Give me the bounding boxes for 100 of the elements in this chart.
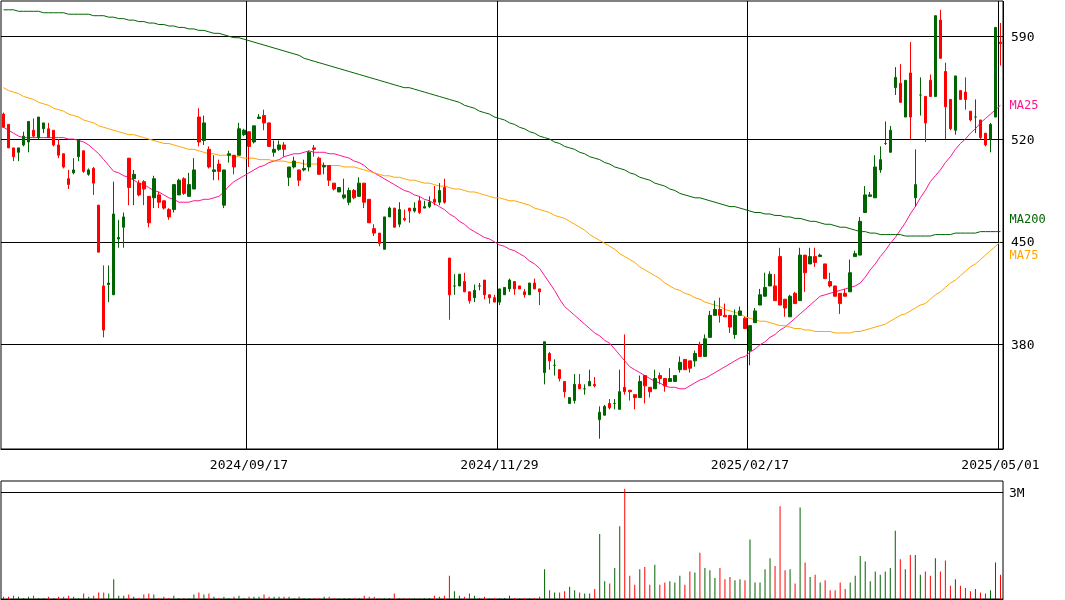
candlestick bbox=[508, 278, 511, 293]
candlestick bbox=[894, 66, 897, 96]
candlestick bbox=[252, 125, 256, 144]
y-tick-label: 380 bbox=[1011, 337, 1035, 353]
candlestick bbox=[919, 76, 922, 117]
candlestick bbox=[423, 200, 426, 209]
candlestick bbox=[232, 154, 236, 175]
candlestick bbox=[934, 15, 937, 97]
series-label: MA25 bbox=[1009, 98, 1039, 113]
candlestick bbox=[593, 376, 596, 388]
candlestick bbox=[97, 204, 100, 253]
candlestick bbox=[418, 195, 421, 215]
x-tick-label: 2024/11/29 bbox=[460, 457, 539, 472]
candlestick bbox=[127, 157, 131, 206]
candlestick bbox=[603, 404, 606, 416]
candlestick bbox=[823, 263, 827, 280]
candlestick bbox=[332, 182, 336, 191]
candlestick bbox=[803, 254, 807, 293]
candlestick bbox=[648, 386, 652, 399]
line-series bbox=[3, 104, 1001, 390]
candlestick bbox=[202, 115, 206, 146]
candlestick bbox=[944, 62, 947, 140]
candlestick bbox=[573, 373, 576, 404]
candlestick bbox=[753, 307, 757, 324]
candlestick bbox=[879, 145, 882, 174]
candlestick bbox=[483, 279, 486, 300]
candlestick bbox=[808, 247, 812, 265]
candlestick bbox=[37, 116, 40, 140]
candlestick bbox=[212, 154, 216, 181]
candlestick bbox=[398, 201, 401, 228]
candlestick bbox=[52, 129, 55, 147]
candlestick bbox=[989, 122, 992, 153]
candlestick bbox=[57, 138, 60, 159]
candlestick bbox=[949, 98, 952, 131]
candlestick bbox=[433, 185, 436, 206]
candlestick bbox=[563, 380, 566, 399]
candlestick bbox=[67, 169, 70, 190]
candlestick bbox=[222, 169, 226, 209]
candlestick bbox=[17, 147, 20, 162]
candlestick bbox=[77, 138, 80, 162]
candlestick bbox=[884, 120, 887, 146]
candlestick bbox=[964, 76, 967, 111]
candlestick bbox=[954, 75, 957, 136]
candlestick bbox=[448, 257, 451, 321]
candlestick bbox=[42, 122, 45, 134]
candlestick bbox=[82, 150, 85, 174]
candlestick bbox=[372, 223, 376, 237]
candlestick bbox=[813, 247, 817, 268]
candlestick bbox=[227, 150, 231, 164]
candlestick bbox=[92, 166, 95, 196]
candlestick bbox=[553, 358, 556, 377]
candlestick bbox=[2, 112, 5, 128]
candlestick bbox=[443, 178, 446, 205]
candlestick bbox=[307, 150, 311, 172]
candlestick bbox=[929, 73, 932, 97]
candlestick bbox=[388, 206, 391, 218]
candlestick bbox=[458, 273, 461, 287]
candlestick bbox=[322, 162, 326, 175]
candlestick bbox=[488, 294, 491, 305]
candlestick bbox=[818, 253, 822, 258]
candlestick bbox=[969, 110, 972, 122]
candlestick bbox=[653, 369, 657, 390]
candlestick bbox=[302, 159, 306, 172]
candlestick bbox=[623, 333, 626, 396]
candlestick bbox=[122, 212, 125, 249]
candlestick bbox=[939, 9, 942, 59]
candlestick bbox=[257, 113, 261, 120]
candlestick bbox=[453, 273, 456, 296]
candlestick bbox=[12, 147, 15, 162]
candlestick bbox=[959, 90, 962, 100]
candlestick bbox=[558, 369, 561, 382]
candlestick bbox=[112, 181, 115, 296]
candlestick bbox=[337, 187, 341, 193]
candlestick bbox=[999, 22, 1002, 67]
candlestick bbox=[678, 355, 682, 374]
candlestick bbox=[463, 272, 466, 293]
candlestick bbox=[523, 288, 526, 299]
candlestick bbox=[914, 148, 917, 208]
candlestick bbox=[693, 350, 697, 368]
candlestick bbox=[297, 169, 301, 187]
candlestick bbox=[317, 156, 321, 175]
x-tick-label: 2024/09/17 bbox=[209, 457, 289, 472]
candlestick bbox=[703, 333, 707, 357]
candlestick bbox=[543, 341, 546, 385]
candlestick bbox=[924, 95, 927, 143]
candlestick bbox=[743, 316, 747, 330]
candlestick bbox=[87, 167, 90, 177]
candlestick bbox=[207, 145, 211, 169]
candlestick bbox=[102, 264, 105, 338]
candlestick bbox=[533, 278, 536, 290]
candlestick bbox=[413, 201, 416, 214]
candlestick bbox=[22, 131, 25, 147]
candlestick bbox=[428, 195, 431, 209]
candlestick bbox=[32, 118, 35, 139]
candlestick bbox=[899, 63, 902, 103]
candlestick bbox=[327, 165, 331, 187]
candlestick bbox=[7, 123, 10, 149]
candlestick bbox=[72, 157, 75, 175]
candlestick bbox=[698, 341, 702, 357]
candlestick bbox=[633, 394, 637, 410]
